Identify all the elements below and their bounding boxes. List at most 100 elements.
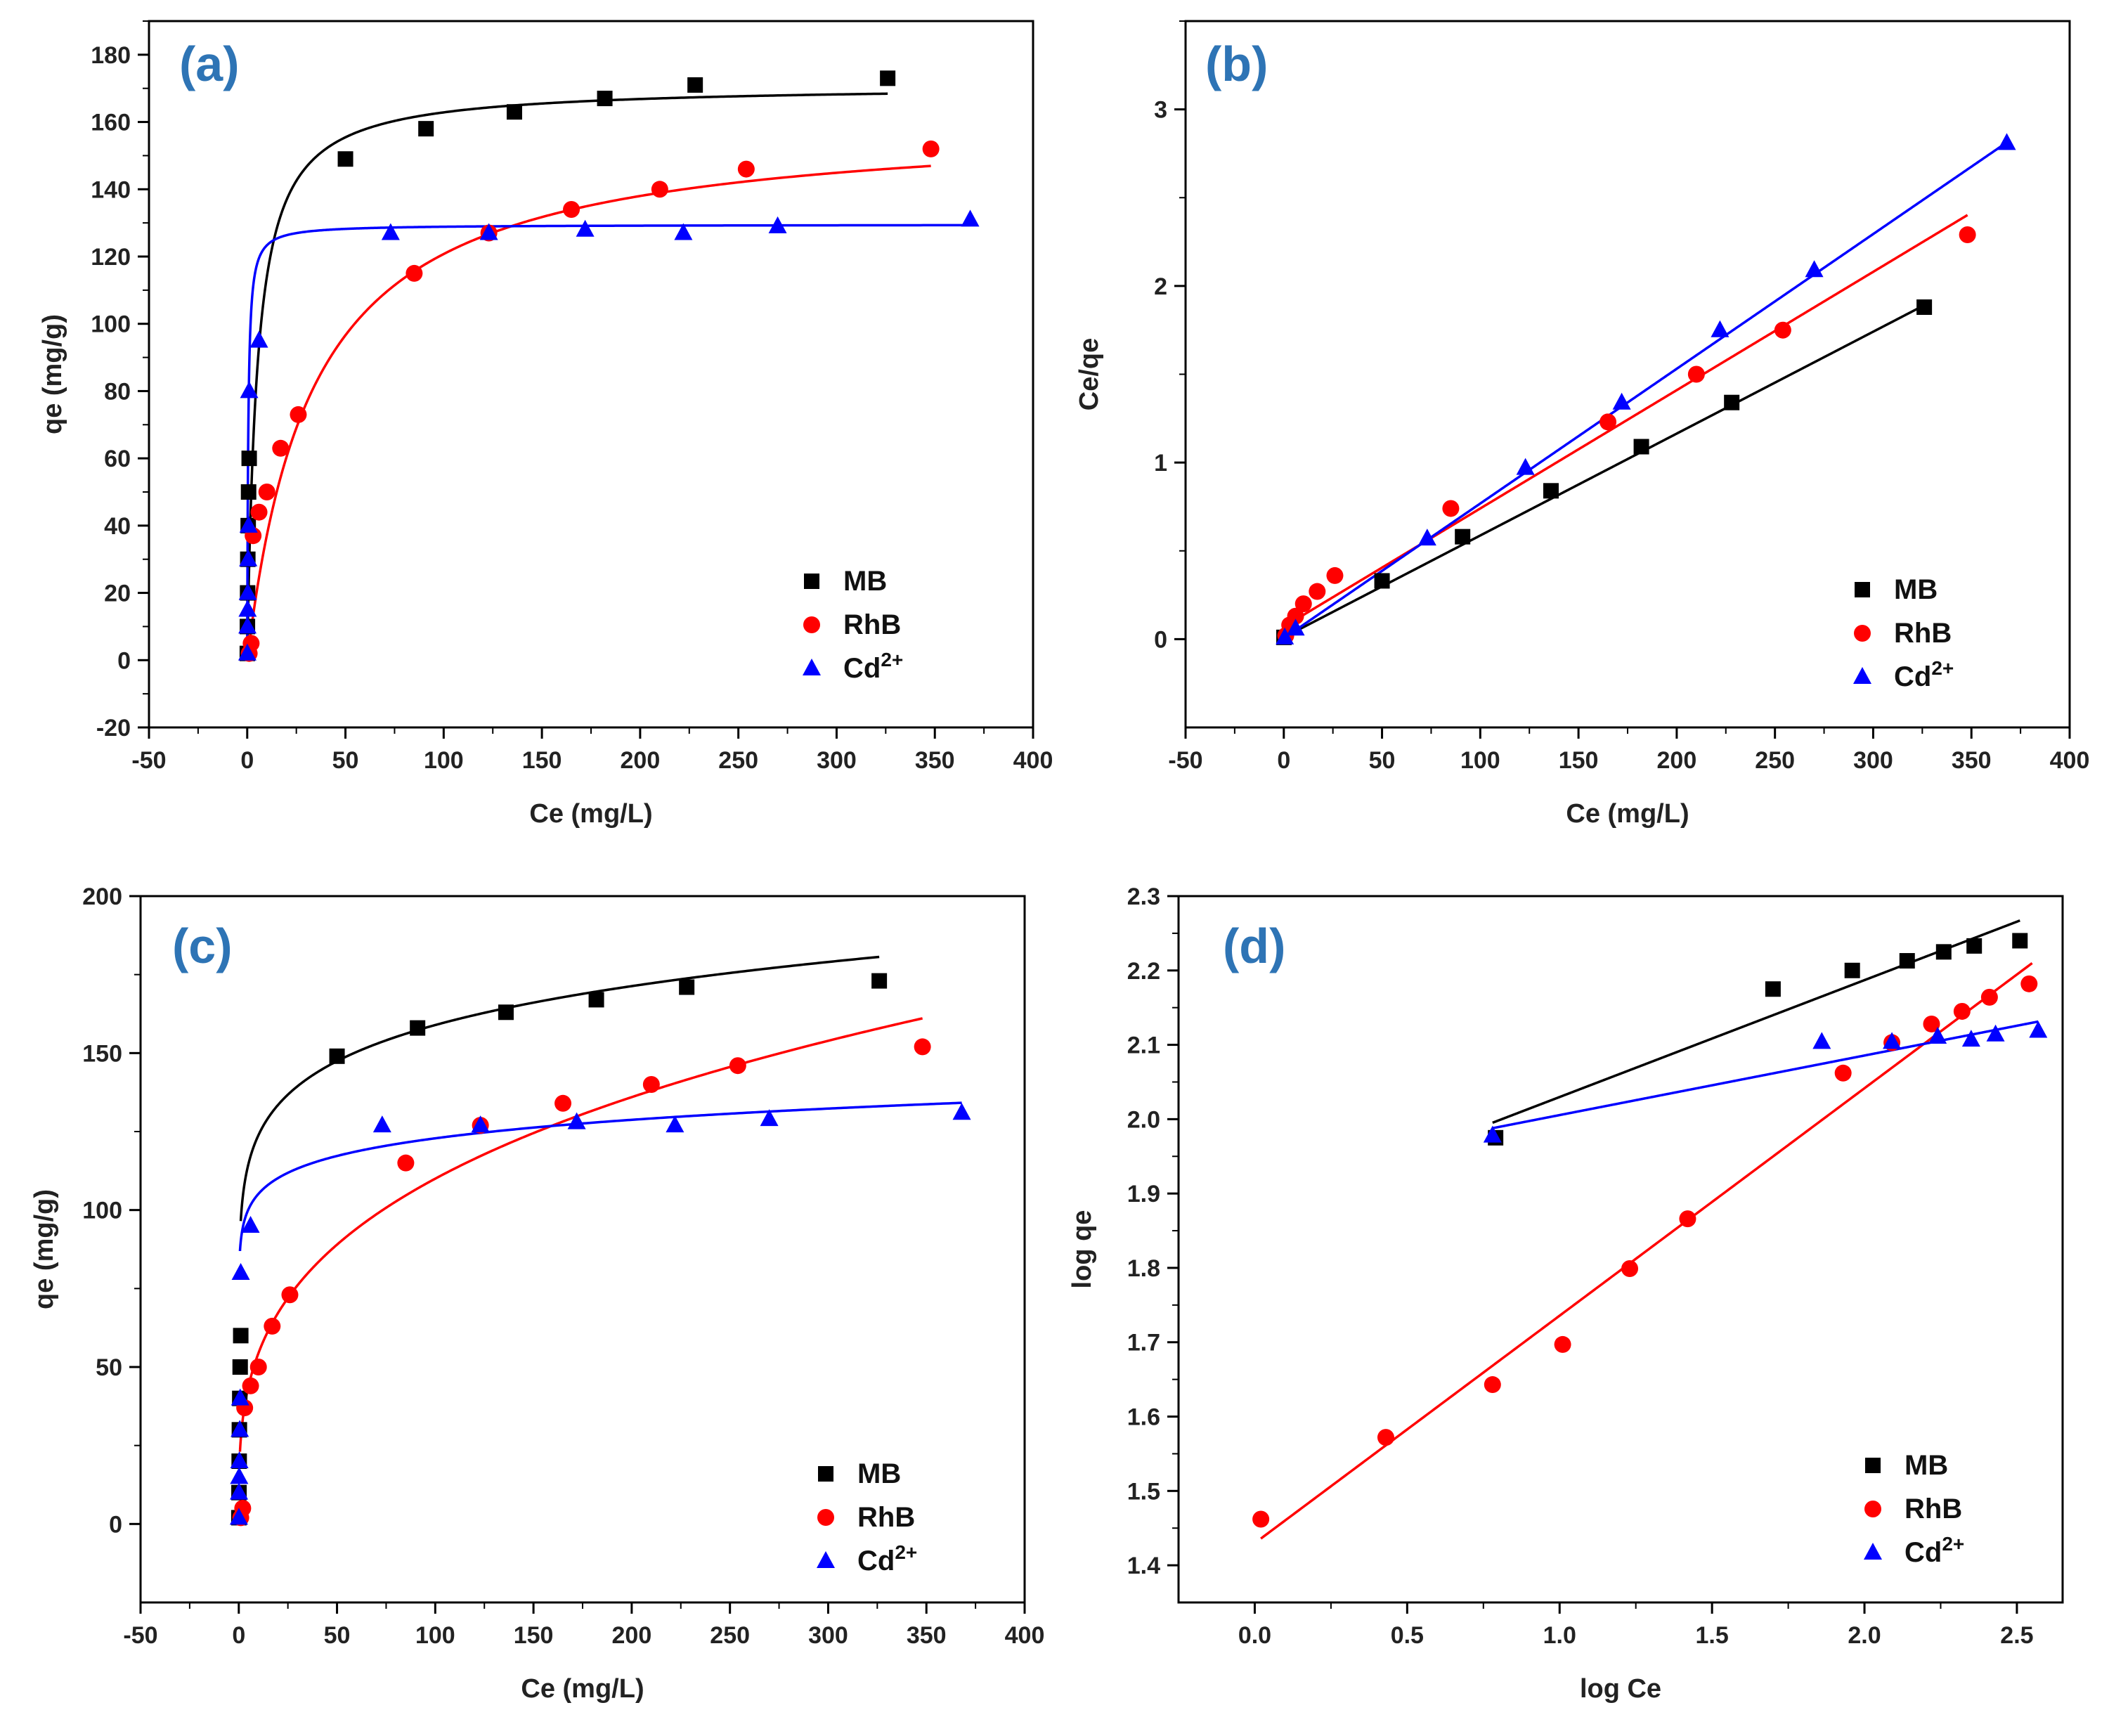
x-tick-label: 350: [915, 747, 955, 774]
x-tick-label: 100: [424, 747, 464, 774]
x-tick-label: 200: [612, 1622, 652, 1649]
x-tick-label: 200: [1657, 747, 1697, 774]
data-point-rhb: [1442, 500, 1460, 517]
data-point-cd: [230, 1451, 249, 1468]
data-point-rhb: [914, 1038, 931, 1056]
data-point-mb: [418, 121, 434, 137]
y-tick-label: 40: [104, 513, 131, 540]
x-tick-label: 0.0: [1238, 1622, 1271, 1649]
y-tick-label: 120: [91, 244, 131, 271]
y-tick-label: 1.8: [1127, 1255, 1160, 1282]
y-tick-label: 80: [104, 378, 131, 405]
x-tick-label: 50: [324, 1622, 351, 1649]
x-tick-label: 0: [232, 1622, 245, 1649]
y-tick-label: 2.1: [1127, 1032, 1160, 1059]
legend-marker-cd: [803, 659, 821, 675]
data-point-rhb: [405, 264, 423, 282]
legend-marker-rhb: [817, 1509, 834, 1526]
fit-line-mb: [1492, 919, 2020, 1125]
legend-label-mb: MB: [1904, 1450, 1948, 1481]
legend-label-mb: MB: [857, 1458, 901, 1489]
x-tick-label: 250: [718, 747, 758, 774]
y-tick-label: 140: [91, 176, 131, 203]
legend-marker-rhb: [1854, 625, 1871, 642]
data-point-cd: [1417, 529, 1436, 546]
y-axis-title: Ce/qe: [1075, 338, 1104, 410]
x-tick-label: 200: [621, 747, 661, 774]
data-point-cd: [576, 219, 595, 237]
legend-label-cd: Cd2+: [857, 1541, 917, 1576]
data-point-rhb: [1309, 583, 1326, 600]
data-point-rhb: [2020, 975, 2038, 992]
legend-label-cd: Cd2+: [1894, 657, 1954, 692]
data-point-rhb: [290, 406, 307, 423]
legend-label-cd: Cd2+: [1904, 1533, 1964, 1568]
plot-frame: [1177, 895, 2064, 1604]
x-axis-title: Ce (mg/L): [529, 799, 652, 829]
data-point-rhb: [281, 1286, 299, 1304]
data-point-cd: [479, 223, 498, 240]
panel-label: (a): [179, 37, 240, 91]
y-axis-title: qe (mg/g): [30, 1189, 59, 1309]
data-point-rhb: [1621, 1260, 1639, 1278]
chart-panel-3: -50 0 50 100 150 200 250 300 350 400 0 50 100 150 200 C…: [30, 883, 1044, 1704]
data-point-rhb: [1953, 1002, 1971, 1020]
data-point-rhb: [1377, 1429, 1394, 1446]
x-tick-label: -50: [123, 1622, 157, 1649]
data-point-cd: [674, 223, 693, 240]
data-point-cd: [231, 1388, 249, 1406]
data-point-mb: [506, 104, 522, 120]
data-point-mb: [1633, 439, 1649, 455]
data-point-cd: [1986, 1024, 2005, 1042]
data-point-rhb: [1679, 1210, 1696, 1228]
x-axis-title: Ce (mg/L): [521, 1674, 644, 1704]
data-point-mb: [1765, 981, 1781, 997]
legend-marker-cd: [1853, 667, 1871, 684]
fit-line-cd: [238, 1101, 962, 1252]
data-point-mb: [880, 70, 896, 86]
y-tick-label: 2.2: [1127, 958, 1160, 985]
data-point-rhb: [1326, 566, 1344, 584]
data-point-cd: [1711, 320, 1730, 337]
data-point-mb: [240, 484, 257, 500]
data-point-rhb: [1294, 595, 1312, 613]
data-point-cd: [230, 1482, 249, 1500]
data-point-cd: [231, 1420, 249, 1437]
y-axis-title: log qe: [1068, 1210, 1097, 1289]
data-point-rhb: [272, 439, 290, 457]
y-tick-label: 180: [91, 42, 131, 69]
data-point-mb: [241, 451, 257, 467]
y-tick-label: 50: [96, 1354, 122, 1381]
data-point-rhb: [922, 140, 940, 157]
panel-label: (d): [1223, 919, 1285, 973]
data-point-mb: [329, 1048, 345, 1064]
legend: MB RhB Cd2+: [1853, 574, 1954, 692]
legend: MB RhB Cd2+: [1864, 1450, 1964, 1568]
legend-label-rhb: RhB: [857, 1502, 915, 1533]
x-tick-label: 1.5: [1696, 1622, 1729, 1649]
x-tick-label: 350: [907, 1622, 947, 1649]
fit-line-cd: [1283, 141, 2008, 640]
fit-line-rhb: [1283, 214, 1968, 628]
legend-marker-cd: [1864, 1543, 1882, 1560]
x-tick-label: 400: [2050, 747, 2090, 774]
data-point-cd: [238, 616, 257, 634]
data-point-rhb: [242, 1377, 259, 1394]
legend-marker-mb: [804, 574, 819, 589]
y-tick-label: 1.6: [1127, 1404, 1160, 1431]
fit-line-mb: [246, 92, 888, 661]
x-tick-label: 0: [1277, 747, 1290, 774]
x-tick-label: 50: [332, 747, 359, 774]
x-tick-label: 150: [1559, 747, 1599, 774]
y-tick-label: 2.3: [1127, 883, 1160, 910]
x-tick-label: 100: [415, 1622, 455, 1649]
x-axis-title: Ce (mg/L): [1566, 799, 1689, 829]
data-point-mb: [871, 973, 888, 989]
data-point-cd: [230, 1467, 249, 1484]
data-point-cd: [666, 1115, 684, 1133]
data-point-cd: [1812, 1032, 1831, 1049]
data-point-cd: [1997, 133, 2016, 150]
y-tick-label: 2.0: [1127, 1106, 1160, 1133]
legend-marker-rhb: [803, 616, 820, 633]
